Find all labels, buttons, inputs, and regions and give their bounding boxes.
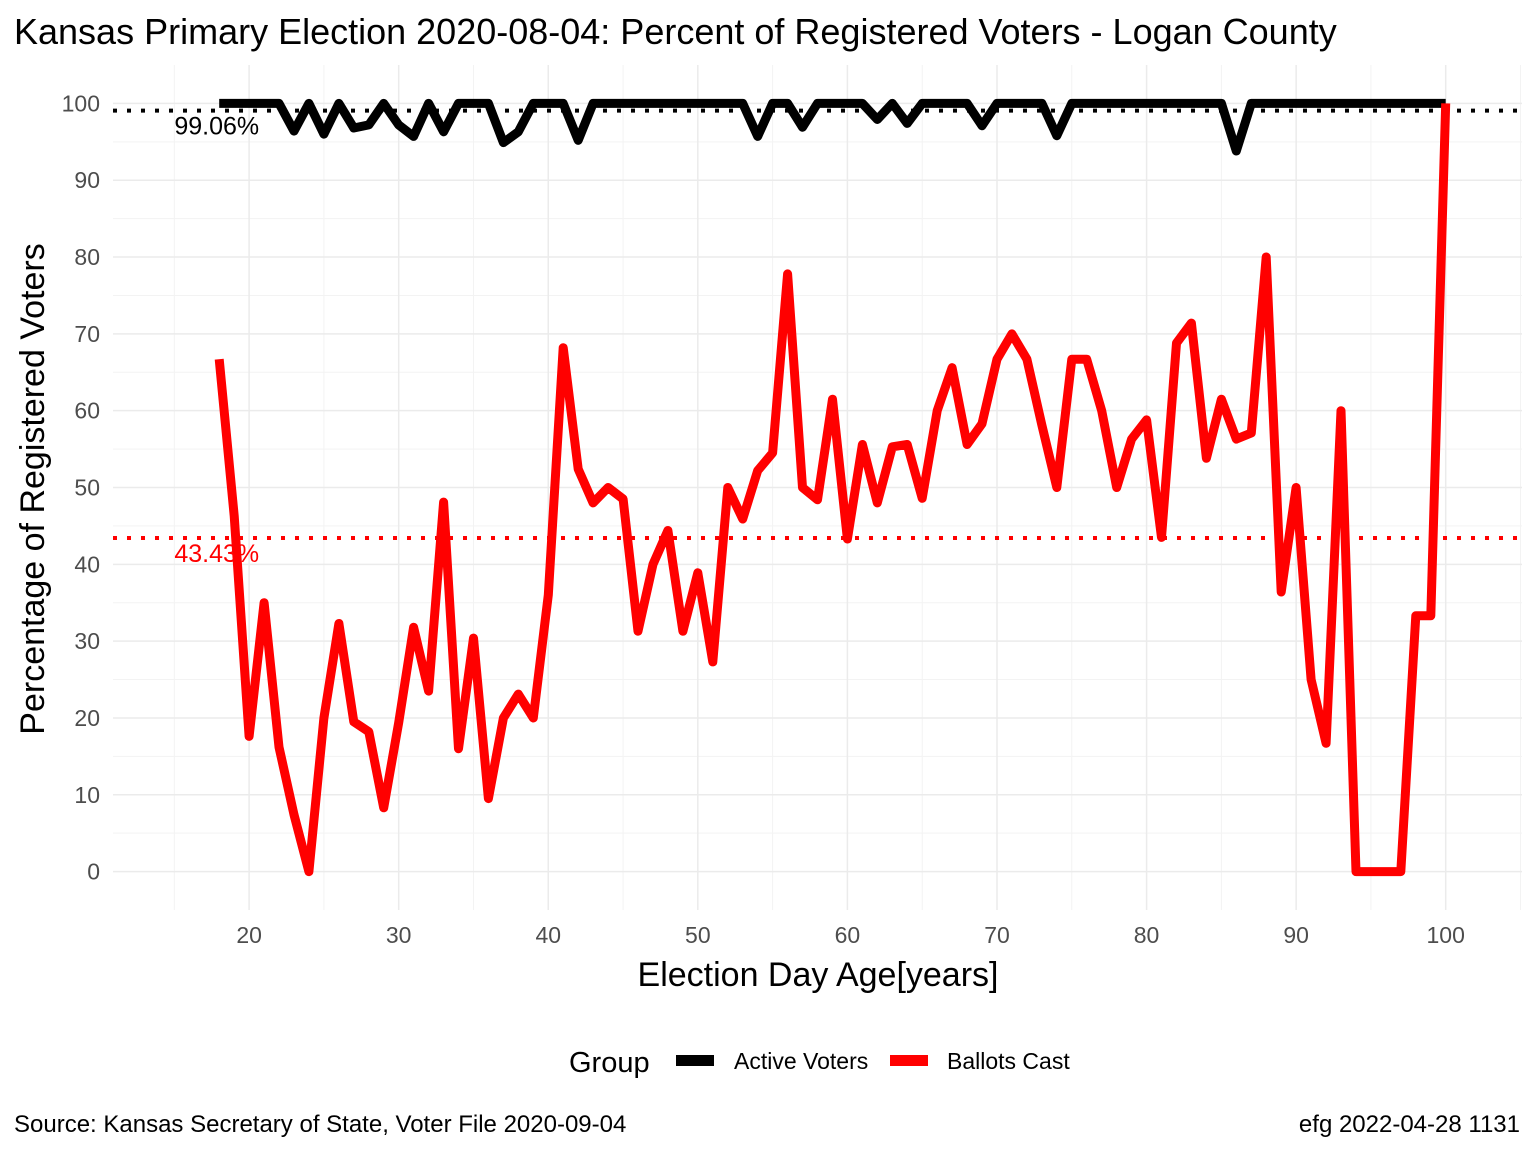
x-tick-label: 70	[984, 922, 1010, 948]
x-tick-label: 40	[535, 922, 561, 948]
x-tick-label: 20	[236, 922, 262, 948]
reference-label-1: 43.43%	[174, 540, 259, 568]
y-tick-label: 70	[74, 321, 100, 347]
y-tick-label: 10	[74, 782, 100, 808]
legend-label-ballots-cast: Ballots Cast	[947, 1048, 1070, 1074]
y-tick-label: 0	[87, 859, 100, 885]
series-lines	[214, 98, 1451, 877]
grid	[113, 65, 1522, 910]
credit-caption: efg 2022-04-28 1131	[1299, 1111, 1520, 1138]
y-tick-label: 50	[74, 475, 100, 501]
legend-swatch-active-voters	[676, 1055, 714, 1066]
source-caption: Source: Kansas Secretary of State, Voter…	[14, 1111, 626, 1138]
reference-label-0: 99.06%	[174, 113, 259, 141]
y-tick-label: 20	[74, 705, 100, 731]
x-tick-label: 50	[685, 922, 711, 948]
series-line-active-voters	[219, 98, 1446, 156]
y-tick-label: 90	[74, 167, 100, 193]
y-tick-label: 80	[74, 244, 100, 270]
legend: Group Active Voters Ballots Cast	[569, 1047, 1070, 1079]
y-tick-label: 40	[74, 551, 100, 577]
x-axis-ticks: 20 30 40 50 60 70 80 90 100	[236, 922, 1465, 948]
y-axis-label: Percentage of Registered Voters	[14, 243, 52, 734]
y-tick-label: 100	[62, 90, 100, 116]
x-tick-label: 100	[1427, 922, 1465, 948]
legend-title: Group	[569, 1047, 650, 1079]
x-axis-label: Election Day Age[years]	[638, 956, 999, 994]
x-tick-label: 80	[1134, 922, 1160, 948]
reference-labels: 99.06% 43.43%	[174, 113, 259, 568]
legend-swatch-ballots-cast	[890, 1055, 928, 1066]
y-tick-label: 60	[74, 398, 100, 424]
x-tick-label: 60	[835, 922, 861, 948]
y-axis-ticks: 0 10 20 30 40 50 60 70 80 90 100	[62, 90, 100, 884]
series-line-ballots-cast	[214, 103, 1451, 877]
y-tick-label: 30	[74, 628, 100, 654]
x-tick-label: 30	[386, 922, 412, 948]
legend-label-active-voters: Active Voters	[734, 1048, 868, 1074]
x-tick-label: 90	[1283, 922, 1309, 948]
chart-title: Kansas Primary Election 2020-08-04: Perc…	[14, 11, 1337, 52]
